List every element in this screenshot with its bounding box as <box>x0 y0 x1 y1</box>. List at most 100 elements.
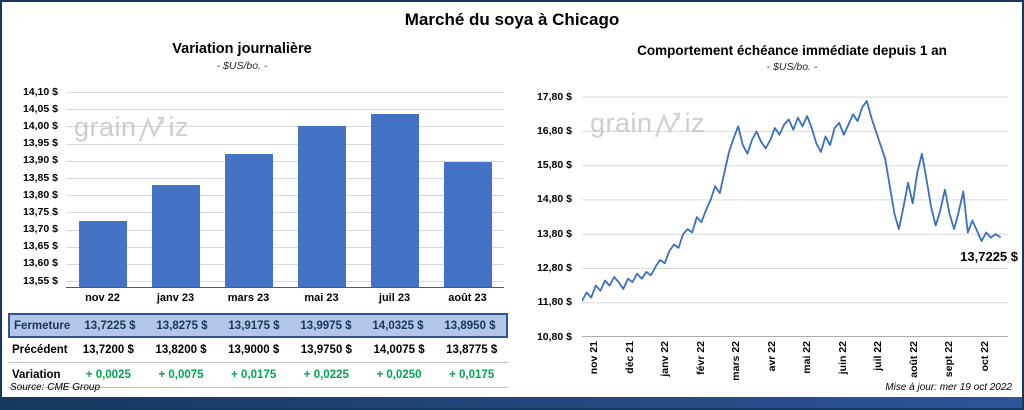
table-cell: 13,9750 $ <box>300 344 352 356</box>
x-axis-label: avr 22 <box>765 341 778 372</box>
table-cell: 13,8275 $ <box>156 319 208 332</box>
bar-mars 23 <box>224 153 273 287</box>
gridline <box>66 246 504 248</box>
y-axis-label: 10,80 $ <box>536 330 572 343</box>
y-axis-label: 13,55 $ <box>22 274 58 287</box>
x-axis-label: juil 23 <box>378 292 411 304</box>
y-axis-label: 14,00 $ <box>22 119 58 132</box>
y-axis-label: 13,80 $ <box>536 227 572 240</box>
gridline <box>66 195 504 197</box>
grainwiz-watermark: grain iz <box>590 108 705 139</box>
line-chart-title: Comportement échéance immédiate depuis 1… <box>637 43 947 58</box>
x-axis-label: sept 22 <box>943 341 955 378</box>
bar-chart-y-axis: 14,10 $ 14,05 $ 14,00 $ 13,95 $ 13,90 $ 13,85… <box>12 86 62 288</box>
x-axis-label: janv 22 <box>659 341 671 377</box>
table-cell: 14,0325 $ <box>372 319 424 332</box>
line-chart-plot-area <box>581 92 1008 338</box>
y-axis-label: 13,80 $ <box>22 188 58 201</box>
bar-janv 23 <box>151 184 200 287</box>
gridline <box>66 212 504 214</box>
table-row-précédent: Précédent 13,7200 $ 13,8200 $ 13,9000 $ 13,9… <box>8 338 508 363</box>
table-cell: + 0,0225 <box>303 369 349 381</box>
price-table: Fermeture 13,7225 $ 13,8275 $ 13,9175 $ 13,9… <box>8 313 508 388</box>
table-cell: 13,7225 $ <box>84 319 136 332</box>
y-axis-label: 14,80 $ <box>536 193 572 206</box>
y-axis-label: 14,10 $ <box>22 85 58 98</box>
gridline <box>66 281 504 283</box>
gridline <box>66 92 504 93</box>
gridline <box>66 263 504 265</box>
bar-chart-title: Variation journalière <box>172 41 312 57</box>
x-axis-label: août 22 <box>907 341 920 378</box>
y-axis-label: 13,65 $ <box>22 240 58 253</box>
table-row-variation: Variation + 0,0025 + 0,0075 + 0,0175 + 0,022… <box>8 363 508 388</box>
gridline <box>66 229 504 231</box>
bar-août 23 <box>443 161 492 287</box>
table-cell: 13,8950 $ <box>444 319 496 332</box>
table-cell: + 0,0250 <box>376 369 422 381</box>
table-cell: + 0,0025 <box>85 369 131 381</box>
table-cell: + 0,0175 <box>449 369 495 381</box>
x-axis-label: mai 23 <box>304 292 339 304</box>
y-axis-label: 13,85 $ <box>22 171 58 184</box>
y-axis-label: 13,70 $ <box>22 223 58 235</box>
y-axis-label: 13,90 $ <box>22 154 58 167</box>
x-axis-label: nov 22 <box>85 292 120 304</box>
gridline <box>66 109 504 111</box>
line-chart-subtitle: - $US/bo. - <box>766 61 818 73</box>
gridline <box>66 143 504 145</box>
gridline <box>66 160 504 162</box>
table-cell: 13,9975 $ <box>300 319 352 332</box>
table-cell: 13,7200 $ <box>82 344 134 356</box>
y-axis-label: 13,75 $ <box>22 205 58 218</box>
footer-bar <box>2 397 1022 408</box>
bar-mai 23 <box>297 126 346 287</box>
watermark-text-iz: iz <box>168 112 190 142</box>
grainwiz-watermark: grain iz <box>74 112 189 143</box>
table-row-label: Précédent <box>12 344 68 356</box>
gridline <box>66 126 504 128</box>
table-row-label: Fermeture <box>14 319 71 332</box>
table-cell: 13,8200 $ <box>155 344 207 356</box>
y-axis-label: 16,80 $ <box>536 124 572 137</box>
watermark-w-icon <box>654 112 680 138</box>
page-title: Marché du soya à Chicago <box>404 10 620 29</box>
y-axis-label: 17,80 $ <box>536 90 572 103</box>
table-cell: 13,9000 $ <box>228 344 280 356</box>
y-axis-label: 12,80 $ <box>536 262 572 274</box>
bar-juil 23 <box>370 114 419 287</box>
y-axis-label: 14,05 $ <box>22 102 58 115</box>
last-price-annotation: 13,7225 $ <box>960 249 1018 264</box>
update-note: Mise à jour: mer 19 oct 2022 <box>885 382 1012 393</box>
x-axis-label: mars 23 <box>227 292 270 304</box>
bar-chart-x-axis: nov 22 janv 23 mars 23 mai 23 juil 23 août 23 <box>66 292 504 307</box>
table-cell: + 0,0075 <box>158 369 204 381</box>
line-chart-y-axis: 17,80 $ 16,80 $ 15,80 $ 14,80 $ 13,80 $ 12,80… <box>520 90 576 343</box>
table-row-label: Variation <box>12 369 61 381</box>
price-line <box>581 99 1001 302</box>
watermark-text-grain: grain <box>74 112 137 142</box>
x-axis-label: oct 22 <box>978 341 991 372</box>
y-axis-label: 15,80 $ <box>536 159 572 172</box>
watermark-w-icon <box>138 116 164 142</box>
y-axis-label: 11,80 $ <box>537 296 572 309</box>
table-cell: 13,8775 $ <box>446 344 498 356</box>
table-cell: 14,0075 $ <box>373 344 425 356</box>
y-axis-label: 13,95 $ <box>22 137 58 150</box>
x-axis-label: déc 21 <box>623 341 636 374</box>
table-cell: + 0,0175 <box>231 369 277 381</box>
bar-nov 22 <box>78 220 127 287</box>
x-axis-label: mars 22 <box>730 341 742 381</box>
table-cell: 13,9175 $ <box>228 319 280 332</box>
source-note: Source: CME Group <box>10 382 101 393</box>
gridline <box>66 178 504 179</box>
watermark-text-grain: grain <box>590 108 653 138</box>
x-axis-label: juin 22 <box>836 341 849 375</box>
x-axis-label: nov 21 <box>588 341 600 375</box>
y-axis-label: 13,60 $ <box>22 257 58 270</box>
x-axis-label: mai 22 <box>801 341 813 374</box>
bar-chart-plot-area <box>66 92 504 288</box>
x-axis-label: févr 22 <box>694 341 707 375</box>
x-axis-label: août 23 <box>448 292 487 304</box>
